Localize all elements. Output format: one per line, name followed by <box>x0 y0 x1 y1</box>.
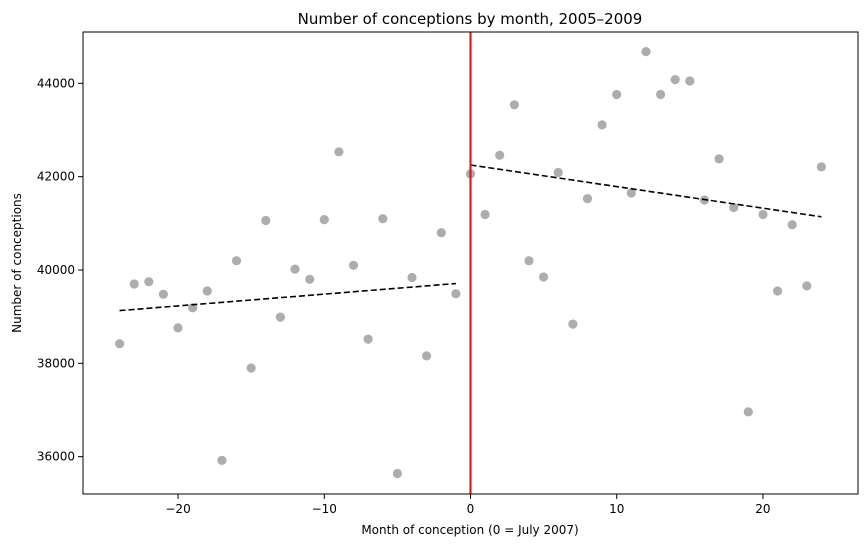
y-tick-label: 40000 <box>37 263 75 277</box>
y-tick-label: 44000 <box>37 76 75 90</box>
fit-line <box>119 282 456 312</box>
data-point <box>305 274 315 284</box>
data-point <box>582 194 593 204</box>
data-point <box>539 272 549 282</box>
data-point <box>129 279 139 289</box>
data-point <box>115 339 125 349</box>
chart-title: Number of conceptions by month, 2005–200… <box>298 10 643 28</box>
data-point <box>144 277 154 287</box>
y-tick-label: 42000 <box>37 170 75 184</box>
data-point <box>509 100 519 110</box>
data-point <box>348 260 359 270</box>
data-point <box>729 202 739 213</box>
data-point <box>246 363 256 373</box>
data-point <box>568 319 578 329</box>
plot-area <box>115 32 827 494</box>
data-point <box>173 323 183 333</box>
data-point <box>451 289 461 299</box>
data-point <box>480 209 490 220</box>
data-point <box>626 188 636 198</box>
data-point <box>290 264 300 274</box>
data-point <box>495 150 505 160</box>
y-axis: 36000 38000 40000 42000 44000 <box>37 76 83 464</box>
data-point <box>378 214 388 224</box>
data-point <box>422 351 432 361</box>
x-axis-label: Month of conception (0 = July 2007) <box>361 523 578 537</box>
data-point <box>758 209 768 220</box>
data-point <box>641 47 651 57</box>
x-tick-label: 0 <box>467 502 475 516</box>
data-point <box>407 272 417 283</box>
x-axis: −20 −10 0 10 20 <box>165 494 771 516</box>
data-point <box>553 167 563 178</box>
data-point <box>714 154 724 164</box>
y-tick-label: 38000 <box>37 356 75 370</box>
data-point <box>743 407 753 417</box>
x-tick-label: −10 <box>312 502 337 516</box>
data-point <box>436 228 446 238</box>
data-point <box>231 256 242 266</box>
data-point <box>597 120 607 130</box>
data-point <box>188 303 198 313</box>
x-tick-label: 20 <box>755 502 770 516</box>
data-point <box>670 75 680 85</box>
data-point <box>802 281 812 291</box>
data-point <box>217 455 227 465</box>
data-point <box>202 286 212 296</box>
data-point <box>363 334 373 344</box>
fit-line <box>470 164 822 218</box>
data-point <box>275 312 285 322</box>
data-point <box>685 76 695 86</box>
data-point <box>773 286 783 296</box>
y-axis-label: Number of conceptions <box>10 193 24 333</box>
data-point <box>524 256 534 266</box>
data-point <box>816 162 827 172</box>
data-point <box>612 89 622 100</box>
data-point <box>319 215 329 225</box>
data-point <box>261 215 271 226</box>
data-point <box>787 220 797 230</box>
data-point <box>334 147 344 157</box>
data-point <box>656 89 666 100</box>
x-tick-label: 10 <box>609 502 624 516</box>
data-point <box>158 289 168 299</box>
x-tick-label: −20 <box>165 502 190 516</box>
data-point <box>392 468 402 479</box>
y-tick-label: 36000 <box>37 450 75 464</box>
